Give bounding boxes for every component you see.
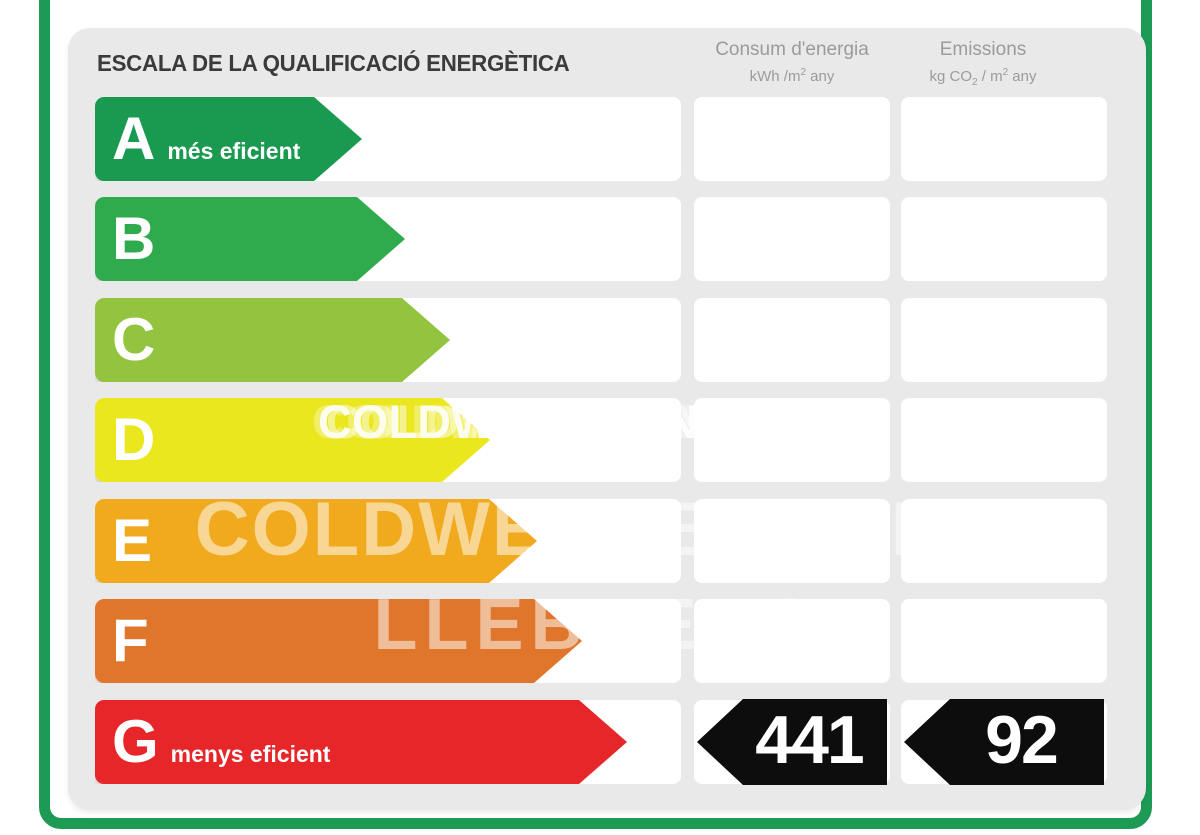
- rating-bar-b: B: [95, 197, 405, 281]
- rating-letter: A: [112, 105, 156, 172]
- emissions-cell: [901, 197, 1107, 281]
- rating-sublabel: més eficient: [167, 138, 301, 164]
- rating-letter: E: [112, 507, 153, 574]
- consum-column-header: Consum d'energia kWh /m2 any: [688, 36, 896, 88]
- rating-row-e: E: [68, 499, 1146, 583]
- page-title: ESCALA DE LA QUALIFICACIÓ ENERGÈTICA: [97, 50, 570, 76]
- rating-letter: G: [112, 708, 159, 775]
- green-frame-border: [39, 0, 1152, 829]
- consum-cell: [694, 499, 890, 583]
- consum-cell: [694, 298, 890, 382]
- emissions-column-header: Emissions kg CO2 / m2 any: [880, 36, 1086, 90]
- consum-header-unit: kWh /m2 any: [749, 66, 835, 85]
- consum-cell: [694, 197, 890, 281]
- rating-bar-d: D: [95, 398, 490, 482]
- rating-row-f: F: [68, 599, 1146, 683]
- rating-bar-f: F: [95, 599, 582, 683]
- rating-letter: C: [112, 306, 156, 373]
- rating-panel: ESCALA DE LA QUALIFICACIÓ ENERGÈTICA Con…: [68, 28, 1146, 810]
- emissions-cell: [901, 599, 1107, 683]
- consum-header-title: Consum d'energia: [715, 39, 869, 60]
- emissions-cell: [901, 298, 1107, 382]
- consum-cell: 441: [694, 699, 890, 785]
- emissions-cell: [901, 499, 1107, 583]
- rating-row-b: B: [68, 197, 1146, 281]
- emissions-cell: [901, 97, 1107, 181]
- emissions-cell: 92: [901, 699, 1107, 785]
- emissions-value: 92: [985, 702, 1059, 778]
- consum-cell: [694, 97, 890, 181]
- rating-bar-c: C: [95, 298, 450, 382]
- consum-value-badge left-arrow-icon: 441: [697, 699, 887, 785]
- emissions-header-title: Emissions: [939, 39, 1027, 60]
- rating-letter: F: [112, 607, 149, 674]
- rating-row-d: D: [68, 398, 1146, 482]
- emissions-header-unit: kg CO2 / m2 any: [929, 66, 1037, 88]
- rating-letter: D: [112, 406, 156, 473]
- emissions-value-badge left-arrow-icon: 92: [904, 699, 1104, 785]
- consum-value: 441: [755, 702, 864, 778]
- rating-sublabel: menys eficient: [170, 741, 331, 767]
- rating-bar-e: E: [95, 499, 537, 583]
- consum-cell: [694, 599, 890, 683]
- rating-row-c: C: [68, 298, 1146, 382]
- consum-cell: [694, 398, 890, 482]
- rating-letter: B: [112, 205, 156, 272]
- emissions-cell: [901, 398, 1107, 482]
